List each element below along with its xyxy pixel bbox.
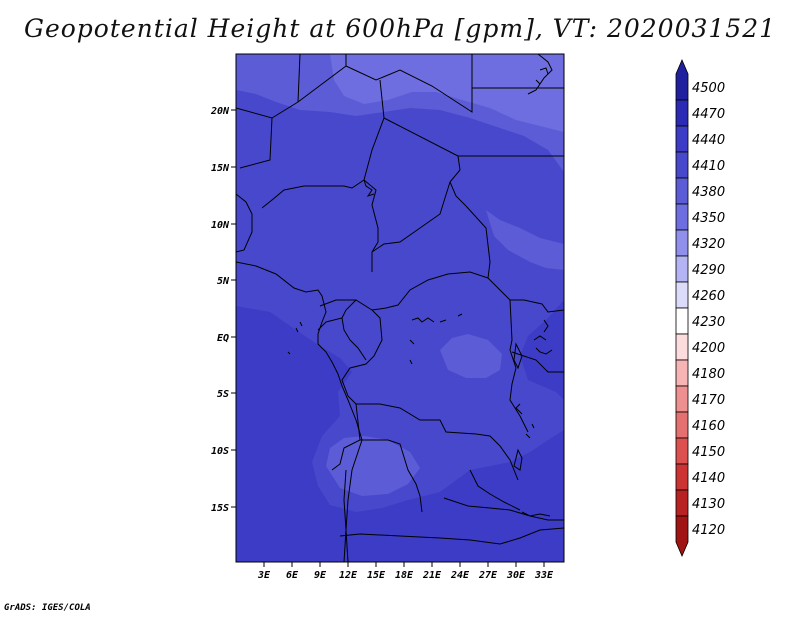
legend-swatch	[675, 489, 689, 517]
legend-label: 4130	[692, 497, 725, 512]
legend-swatch	[675, 281, 689, 309]
lon-label: 15E	[367, 570, 386, 581]
legend-swatch	[675, 411, 689, 439]
lon-label: 12E	[339, 570, 358, 581]
legend-swatch	[675, 58, 689, 101]
legend-label: 4470	[692, 107, 725, 122]
lat-label: 5S	[217, 389, 229, 400]
lat-label: 15S	[211, 503, 229, 514]
lon-label: 21E	[422, 570, 442, 581]
legend-label: 4160	[692, 419, 725, 434]
height-field	[236, 54, 564, 562]
legend-label: 4290	[692, 263, 725, 278]
lat-label: 10S	[211, 446, 229, 457]
legend-label: 4170	[692, 393, 725, 408]
legend-swatch	[675, 333, 689, 361]
legend-swatch	[675, 385, 689, 413]
legend-swatch	[675, 177, 689, 205]
legend-swatch	[675, 463, 689, 491]
lon-label: 6E	[286, 570, 299, 581]
coastlines	[236, 67, 553, 562]
lon-labels: 3E 6E 9E 12E 15E 18E 21E 24E 27E 30E 33E	[257, 570, 554, 581]
legend-label: 4120	[692, 523, 725, 538]
map-frame	[235, 53, 565, 563]
legend-label: 4230	[692, 315, 725, 330]
legend-swatch	[675, 151, 689, 179]
legend-boxes	[675, 58, 689, 558]
country-borders	[236, 54, 564, 562]
legend-label: 4180	[692, 367, 725, 382]
lon-ticks	[263, 562, 545, 567]
lat-label: 5N	[217, 276, 230, 287]
legend-swatch	[675, 515, 689, 558]
contour-fill-4350	[330, 54, 564, 132]
legend-swatch	[675, 229, 689, 257]
lon-label: 9E	[314, 570, 327, 581]
legend-swatch	[675, 359, 689, 387]
legend-swatch	[675, 437, 689, 465]
map-title: Geopotential Height at 600hPa [gpm], VT:…	[23, 14, 777, 43]
contour-fill-4380-east	[486, 210, 564, 270]
legend-label: 4260	[692, 289, 725, 304]
contour-fill-4410	[236, 54, 564, 512]
legend-swatch	[675, 203, 689, 231]
lat-label: 20N	[210, 106, 230, 117]
legend-label: 4350	[692, 211, 725, 226]
legend-swatch	[675, 99, 689, 127]
legend-label: 4500	[692, 81, 725, 96]
legend-swatch	[675, 125, 689, 153]
contour-fill-4380-south	[326, 436, 420, 496]
legend-swatch	[675, 255, 689, 283]
lat-label: EQ	[217, 333, 229, 344]
legend-label: 4380	[692, 185, 725, 200]
lat-label: 10N	[211, 220, 230, 231]
legend-label: 4140	[692, 471, 725, 486]
legend-swatch	[675, 307, 689, 335]
footer-credit: GrADS: IGES/COLA	[4, 603, 91, 613]
lat-labels: 20N 15N 10N 5N EQ 5S 10S 15S	[210, 106, 230, 514]
legend-label: 4150	[692, 445, 725, 460]
legend-label: 4440	[692, 133, 725, 148]
lon-label: 33E	[534, 570, 554, 581]
lat-label: 15N	[211, 163, 230, 174]
lon-label: 27E	[478, 570, 498, 581]
lon-label: 3E	[257, 570, 271, 581]
legend-label: 4320	[692, 237, 725, 252]
lon-label: 30E	[506, 570, 526, 581]
contour-fill-4380-interior	[440, 334, 502, 378]
lon-label: 18E	[395, 570, 414, 581]
legend-labels: 4500 4470 4440 4410 4380 4350 4320 4290 …	[692, 81, 725, 538]
lon-label: 24E	[450, 570, 470, 581]
legend-label: 4200	[692, 341, 725, 356]
legend-label: 4410	[692, 159, 725, 174]
lat-ticks	[231, 109, 236, 508]
